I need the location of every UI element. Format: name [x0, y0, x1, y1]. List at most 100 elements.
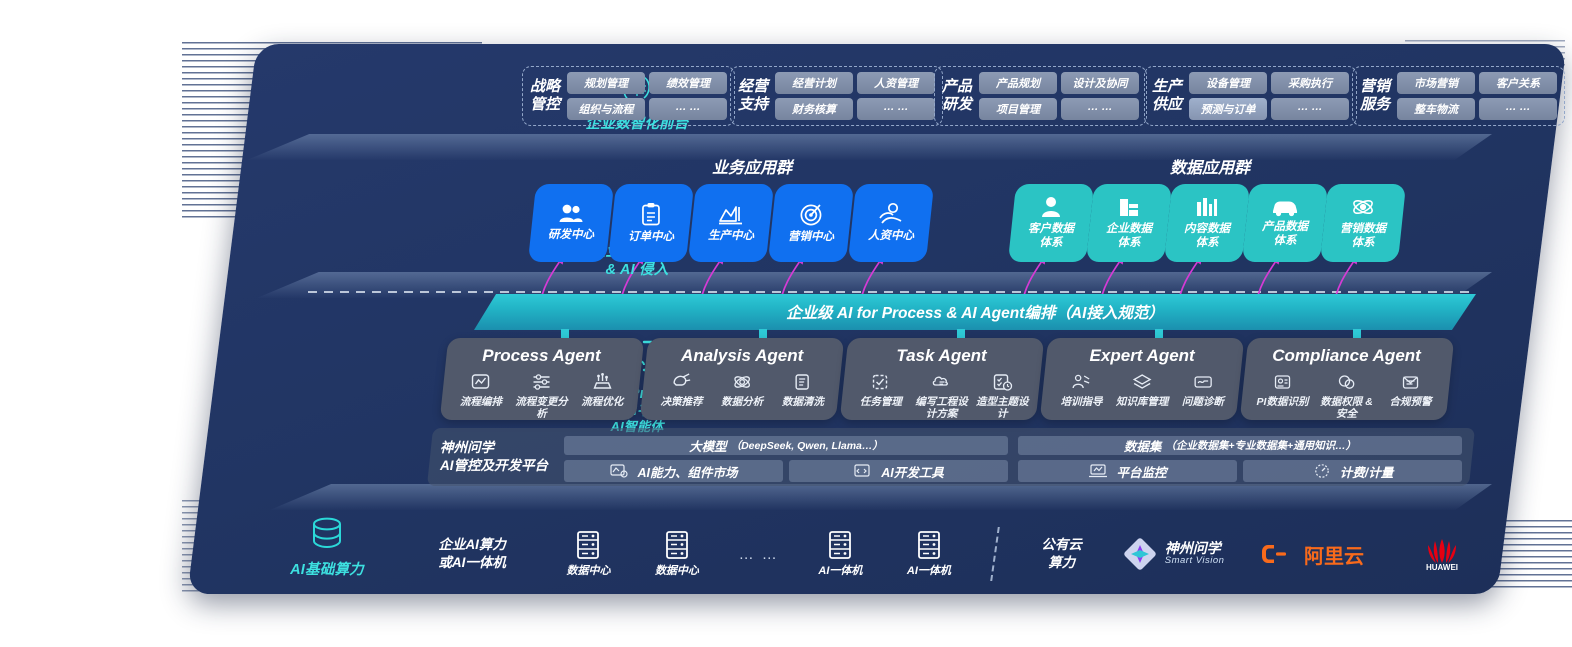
infra-title: 企业AI算力 或AI一体机	[438, 537, 506, 570]
top-group-product[interactable]: 产品 研发 产品规划 设计及协同 项目管理 … …	[934, 66, 1148, 126]
top-cell[interactable]: 客户关系	[1479, 72, 1558, 94]
data-card-label: 营销数据 体系	[1340, 223, 1386, 249]
agent-item[interactable]: PI数据识别	[1254, 372, 1312, 420]
agent-item[interactable]: 流程编排	[454, 372, 509, 420]
top-cell[interactable]: 预测与订单	[1189, 98, 1268, 120]
agent-item[interactable]: 合规预警	[1382, 372, 1440, 420]
atom-icon	[1353, 200, 1373, 215]
training-icon	[1072, 374, 1090, 389]
agent-item[interactable]: 数据清洗	[775, 372, 830, 408]
infra-node-ai1[interactable]: AI一体机	[796, 529, 884, 579]
agent-item-label: 流程编排	[459, 396, 502, 408]
agent-item[interactable]: 决策推荐	[654, 372, 709, 408]
person-chart-icon	[879, 203, 902, 224]
agent-card-compliance[interactable]: Compliance Agent PI数据识别	[1239, 338, 1455, 420]
platform-bar-devtools[interactable]: AI开发工具	[789, 460, 1008, 482]
top-group-operations[interactable]: 经营 支持 经营计划 人资管理 财务核算 … …	[730, 66, 944, 126]
agent-item-label: PI数据识别	[1256, 396, 1309, 408]
top-cell[interactable]: 组织与流程	[567, 98, 646, 120]
ai-orchestration-banner[interactable]: 企业级 AI for Process & AI Agent编排（AI接入规范）	[474, 294, 1476, 330]
server-icon	[577, 531, 600, 560]
top-group-strategy[interactable]: 战略 管控 规划管理 绩效管理 组织与流程 … …	[522, 66, 736, 126]
infra-node-dc2[interactable]: 数据中心	[633, 529, 721, 579]
building-icon	[1120, 199, 1138, 217]
data-card-label: 企业数据 体系	[1106, 223, 1152, 249]
top-cell[interactable]: 人资管理	[857, 72, 936, 94]
app-card-order[interactable]: 订单中心	[607, 184, 695, 262]
logo-aliyun[interactable]: 阿里云	[1240, 540, 1384, 569]
top-group-marketing[interactable]: 营销 服务 市场营销 客户关系 整车物流 … …	[1352, 66, 1566, 126]
agent-item[interactable]: 数据分析	[715, 372, 770, 408]
agent-item-label: 造型主题设计	[975, 396, 1029, 421]
market-icon	[610, 464, 629, 478]
app-card-rd[interactable]: 研发中心	[527, 184, 615, 262]
platform-bar-datasets[interactable]: 数据集 （企业数据集+专业数据集+通用知识…）	[1018, 436, 1462, 455]
logo-huawei[interactable]: HUAWEI	[1385, 537, 1500, 571]
layers-icon	[1132, 374, 1152, 389]
agent-card-analysis[interactable]: Analysis Agent 决策推荐 数据分析	[639, 338, 845, 420]
decision-icon	[673, 373, 691, 386]
data-card-enterprise[interactable]: 企业数据 体系	[1085, 184, 1173, 262]
platform-bar-models[interactable]: 大模型 （DeepSeek, Qwen, Llama…）	[564, 436, 1008, 455]
top-cell[interactable]: … …	[1479, 98, 1558, 120]
agent-title: Task Agent	[896, 346, 987, 365]
agent-title: Process Agent	[482, 346, 601, 365]
top-cell[interactable]: 项目管理	[979, 98, 1058, 120]
top-cell[interactable]: … …	[649, 98, 728, 120]
platform-panel: 神州问学 AI管控及开发平台 大模型 （DeepSeek, Qwen, Llama…	[426, 428, 1476, 486]
platform-bar-monitor[interactable]: 平台监控	[1018, 460, 1237, 482]
top-cell[interactable]: 财务核算	[775, 98, 854, 120]
infra-node-label: 数据中心	[566, 565, 611, 578]
data-card-product[interactable]: 产品数据 体系	[1241, 184, 1329, 262]
top-cell[interactable]: 经营计划	[775, 72, 854, 94]
platform-name: 神州问学 AI管控及开发平台	[440, 439, 548, 473]
agent-card-expert[interactable]: Expert Agent 培训指导 知识库管理	[1039, 338, 1245, 420]
sidebar-item-compute[interactable]: AI基础算力	[232, 514, 422, 579]
agent-item[interactable]: 编写工程设计方案	[914, 372, 969, 420]
agent-item[interactable]: 培训指导	[1054, 372, 1109, 408]
top-cell[interactable]: 采购执行	[1271, 72, 1350, 94]
data-card-customer[interactable]: 客户数据 体系	[1007, 184, 1095, 262]
agent-item-label: 问题诊断	[1181, 396, 1224, 408]
top-group-name-strategy: 战略 管控	[530, 78, 561, 113]
top-cell[interactable]: … …	[857, 98, 936, 120]
infra-node-label: AI一体机	[906, 565, 951, 578]
agent-item[interactable]: 流程变更分析	[514, 372, 569, 420]
logo-shenzhou-name: 神州问学	[1164, 540, 1221, 557]
app-card-marketing[interactable]: 营销中心	[767, 184, 855, 262]
top-cell[interactable]: 整车物流	[1397, 98, 1476, 120]
agent-card-process[interactable]: Process Agent 流程编排 流程变更分	[439, 338, 645, 420]
server-icon	[829, 531, 852, 560]
agent-item[interactable]: 任务管理	[854, 372, 909, 420]
agent-item[interactable]: 知识库管理	[1115, 372, 1170, 408]
top-cell[interactable]: 绩效管理	[649, 72, 728, 94]
top-cell[interactable]: 规划管理	[567, 72, 646, 94]
top-group-name-marketing: 营销 服务	[1360, 78, 1391, 113]
data-card-marketing[interactable]: 营销数据 体系	[1319, 184, 1407, 262]
infra-node-ai2[interactable]: AI一体机	[885, 529, 973, 579]
agent-card-task[interactable]: Task Agent 任务管理 编写工程设计方案	[839, 338, 1045, 420]
top-cell[interactable]: … …	[1061, 98, 1140, 120]
top-cell[interactable]: 市场营销	[1397, 72, 1476, 94]
top-cell[interactable]: 设备管理	[1189, 72, 1268, 94]
app-card-label: 人资中心	[868, 230, 915, 243]
app-card-production[interactable]: 生产中心	[687, 184, 775, 262]
top-group-production[interactable]: 生产 供应 设备管理 采购执行 预测与订单 … …	[1144, 66, 1358, 126]
logo-shenzhou[interactable]: 神州问学 Smart Vision	[1106, 536, 1241, 572]
platform-bar-market[interactable]: AI能力、组件市场	[564, 460, 783, 482]
agent-item[interactable]: 造型主题设计	[975, 372, 1030, 420]
platform-bar-billing[interactable]: 计费/计量	[1243, 460, 1462, 482]
agent-item-label: 流程变更分析	[515, 396, 568, 421]
data-card-label: 内容数据 体系	[1184, 223, 1230, 249]
agent-item[interactable]: 问题诊断	[1175, 372, 1230, 408]
top-cell[interactable]: 产品规划	[979, 72, 1058, 94]
top-cell[interactable]: … …	[1271, 98, 1350, 120]
data-card-content[interactable]: 内容数据 体系	[1163, 184, 1251, 262]
agent-item[interactable]: 流程优化	[575, 372, 630, 420]
top-cell[interactable]: 设计及协同	[1061, 72, 1140, 94]
app-card-hr[interactable]: 人资中心	[847, 184, 935, 262]
agent-item[interactable]: 数据权限 & 安全	[1318, 372, 1376, 420]
infra-node-dc1[interactable]: 数据中心	[544, 529, 632, 579]
agent-item-label: 数据分析	[721, 396, 764, 408]
